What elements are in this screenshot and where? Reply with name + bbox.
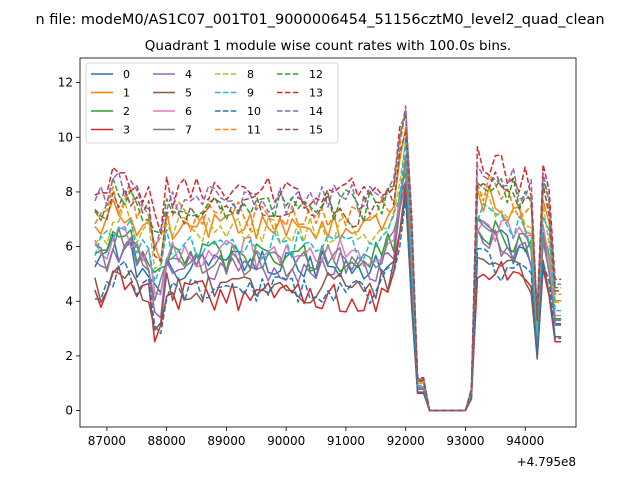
series-line-6 — [94, 162, 562, 412]
legend-label-9: 9 — [247, 87, 254, 100]
x-offset-label: +4.795e8 — [517, 455, 576, 469]
legend-label-12: 12 — [309, 68, 323, 81]
series-line-1 — [94, 126, 562, 412]
legend-box — [85, 62, 339, 144]
legend-label-3: 3 — [123, 124, 130, 137]
legend-label-5: 5 — [185, 87, 192, 100]
x-tick-label: 89000 — [207, 434, 245, 448]
x-tick-label: 91000 — [327, 434, 365, 448]
y-tick-label: 12 — [58, 76, 73, 90]
series-line-11 — [94, 108, 562, 412]
x-tick-label: 90000 — [267, 434, 305, 448]
series-line-8 — [94, 139, 562, 412]
x-axis: 87000 88000 89000 90000 91000 92000 93000 94000 — [88, 427, 544, 448]
y-tick-label: 10 — [58, 130, 73, 144]
legend-label-15: 15 — [309, 124, 323, 137]
legend-label-4: 4 — [185, 68, 192, 81]
series-line-14 — [94, 105, 562, 412]
series-line-4 — [94, 180, 562, 412]
legend-label-0: 0 — [123, 68, 130, 81]
series-line-5 — [94, 183, 562, 412]
y-tick-label: 4 — [65, 294, 73, 308]
legend-label-10: 10 — [247, 105, 261, 118]
x-tick-label: 94000 — [506, 434, 544, 448]
series-line-15 — [94, 131, 562, 412]
chart-title: Quadrant 1 module wise count rates with … — [145, 38, 511, 54]
x-tick-label: 87000 — [88, 434, 126, 448]
y-tick-label: 6 — [65, 240, 73, 254]
series-line-9 — [94, 137, 562, 412]
y-tick-label: 2 — [65, 349, 73, 363]
x-tick-label: 92000 — [387, 434, 425, 448]
legend-label-11: 11 — [247, 124, 261, 137]
y-axis: 0 2 4 6 8 10 12 — [58, 76, 80, 418]
x-tick-label: 88000 — [148, 434, 186, 448]
series-line-3 — [94, 192, 562, 412]
legend-label-13: 13 — [309, 87, 323, 100]
y-tick-label: 0 — [65, 404, 73, 418]
plot-area-frame — [79, 57, 577, 428]
x-tick-label: 93000 — [446, 434, 484, 448]
legend-label-2: 2 — [123, 105, 130, 118]
series-layer — [94, 105, 562, 412]
legend-label-6: 6 — [185, 105, 192, 118]
series-line-2 — [94, 171, 562, 412]
chart-suptitle: n file: modeM0/AS1C07_001T01_9000006454_… — [35, 12, 604, 28]
y-tick-label: 8 — [65, 185, 73, 199]
series-line-13 — [94, 114, 562, 412]
legend-label-14: 14 — [309, 105, 323, 118]
legend-label-8: 8 — [247, 68, 254, 81]
legend-label-7: 7 — [185, 124, 192, 137]
legend-label-1: 1 — [123, 87, 130, 100]
series-line-12 — [94, 112, 562, 412]
series-line-10 — [94, 198, 562, 412]
